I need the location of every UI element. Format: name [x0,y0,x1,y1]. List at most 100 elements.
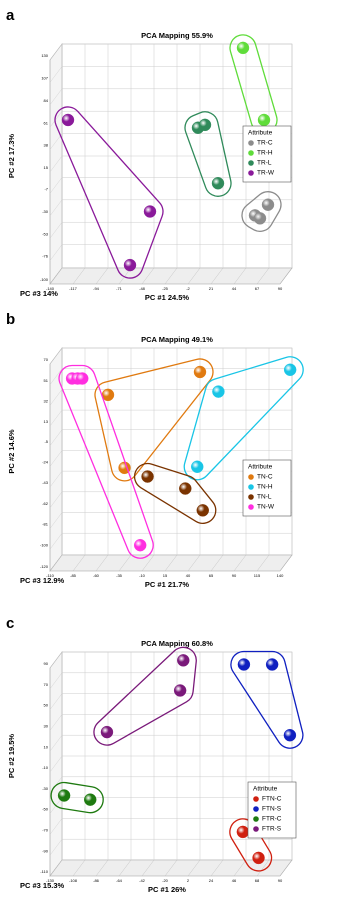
group-outline [241,191,282,232]
group-outline [94,358,214,482]
data-point [177,654,190,667]
y-tick-label: -62 [42,501,49,506]
group-outline [184,111,232,197]
x-tick [187,267,201,285]
x-tick-label: 2 [187,878,190,883]
legend-swatch [253,796,259,802]
data-point [253,212,267,225]
y-tick-label: 90 [44,661,49,666]
x-tick [233,554,247,572]
x-tick-label: -42 [139,878,146,883]
x-tick-label: 67 [255,286,260,291]
y-tick [49,651,63,669]
data-point [123,258,137,272]
legend-label: TR-W [257,170,275,177]
data-point [193,365,207,379]
y-tick-label: 38 [44,143,49,148]
legend-swatch [248,494,254,500]
x-tick [164,554,178,572]
x-tick [72,554,86,572]
data-point [133,538,147,552]
z-axis-label: PC #3 14% [20,289,58,298]
data-point [143,205,157,218]
x-tick [141,267,155,285]
data-point [257,113,271,127]
y-tick-label: -50 [42,807,49,812]
x-tick-label: 44 [232,286,237,291]
x-tick-label: 90 [278,286,283,291]
y-tick [49,491,63,508]
x-tick [118,554,132,572]
x-tick-label: -108 [69,878,78,883]
x-tick-label: -85 [70,573,77,578]
y-axis-label: PC #2 14.6% [7,429,16,474]
panel-label: b [6,311,15,328]
y-tick-label: -43 [42,480,49,485]
data-point [76,372,89,385]
x-tick [164,267,178,285]
y-tick [49,693,63,710]
data-point [212,385,225,398]
legend-swatch [248,150,254,156]
legend-label: FTN-S [262,806,282,813]
x-tick [256,267,270,285]
x-tick-label: -86 [93,878,100,883]
y-tick [49,133,63,150]
data-point [198,118,212,132]
x-tick-label: 24 [209,878,214,883]
x-tick [256,859,270,877]
legend-swatch [248,484,254,490]
legend-label: TR-H [257,150,273,157]
legend-swatch [248,170,254,176]
x-tick [72,267,86,285]
x-tick [256,554,270,572]
y-tick [49,244,63,261]
legend-label: FTR-C [262,816,282,823]
y-tick [49,347,63,365]
chart-title: PCA Mapping 49.1% [141,335,213,344]
data-point [191,460,204,473]
legend-label: TN-H [257,484,273,491]
y-tick-label: -5 [44,439,48,444]
x-tick [279,554,293,572]
x-tick-label: 115 [254,573,261,578]
y-tick-label: -30 [42,209,49,214]
x-tick [49,267,63,285]
data-point [265,658,279,671]
y-tick-label: 70 [44,357,49,362]
panel-label: c [6,615,14,632]
x-tick-label: -48 [139,286,146,291]
group-outline [229,818,273,872]
data-point [84,793,97,806]
y-tick [49,155,63,173]
legend-swatch [253,816,259,822]
legend-label: TR-L [257,160,272,167]
x-tick-label: -35 [116,573,123,578]
y-tick [49,512,63,529]
data-point [211,177,225,190]
x-tick-label: -60 [93,573,100,578]
y-tick-label: -53 [42,231,49,236]
data-point [236,41,250,55]
legend-swatch [248,474,254,480]
y-tick-label: -120 [40,564,49,569]
y-tick [49,199,63,216]
legend-swatch [248,504,254,510]
x-tick [164,859,178,877]
x-tick [279,859,293,877]
data-point [100,725,114,739]
x-tick-label: -20 [162,878,169,883]
y-tick-label: 61 [44,120,49,125]
x-tick [210,859,224,877]
y-tick-label: 130 [41,53,48,58]
legend-label: TR-C [257,140,273,147]
x-tick-label: 90 [278,878,283,883]
y-tick-label: 107 [41,75,48,80]
x-tick-label: -10 [139,573,146,578]
x-tick [187,859,201,877]
legend-title: Attribute [253,786,278,793]
group-outline [183,356,304,481]
legend-label: FTN-C [262,796,282,803]
legend-title: Attribute [248,130,273,137]
